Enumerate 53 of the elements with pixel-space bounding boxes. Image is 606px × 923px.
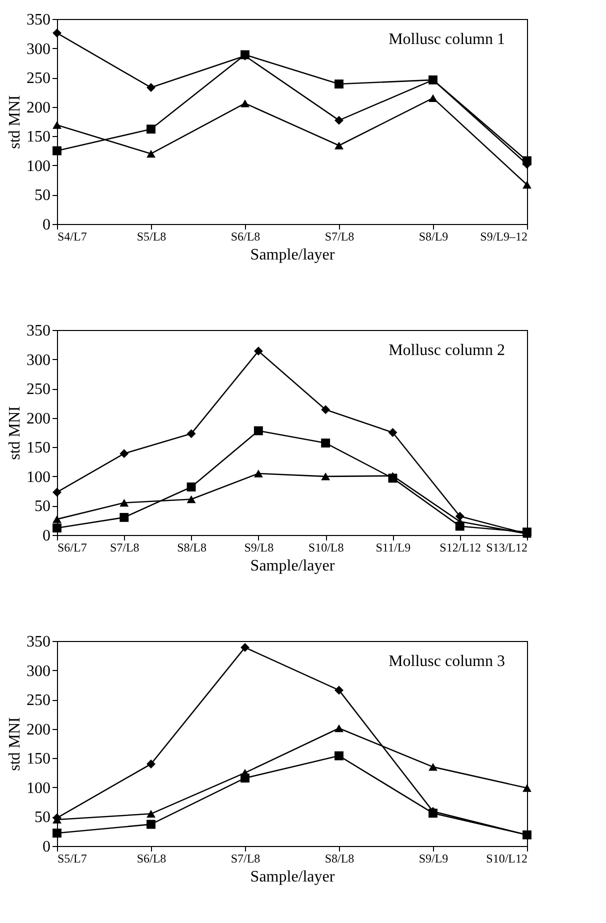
y-tick-label: 300 [26,662,50,680]
y-tick-label: 0 [42,528,50,544]
y-tick-label: 300 [26,40,50,58]
y-tick-label: 350 [26,322,50,340]
x-axis-title: Sample/layer [250,868,336,886]
y-tick-label: 0 [42,838,50,856]
y-tick-label: 150 [26,750,50,768]
x-tick-label: S6/L7 [58,540,87,554]
y-tick-label: 100 [26,158,50,175]
text: Mollusc column 1 [388,31,505,48]
x-tick-label: S7/L8 [324,230,354,244]
text: Mollusc column 3 [388,653,505,670]
y-tick-label: 0 [42,216,50,234]
y-tick-label: 350 [26,12,50,28]
y-tick-label: 200 [26,410,50,428]
x-tick-label: S7/L8 [110,540,140,554]
x-tick-label: S9/L9 [418,852,448,866]
x-tick-label: S4/L7 [58,230,87,244]
y-tick-label: 250 [26,381,50,398]
x-tick-label: S11/L9 [376,540,411,554]
y-axis-title: std MNI [6,95,24,149]
y-tick-label: 300 [26,352,50,369]
x-tick-label: S8/L8 [324,852,354,866]
y-axis-title: std MNI [6,406,24,460]
text: Mollusc column 2 [388,342,505,359]
x-tick-label: S5/L8 [136,230,166,244]
y-tick-label: 200 [26,721,50,738]
y-tick-label: 250 [26,70,50,88]
x-tick-label: S6/L8 [136,852,166,866]
x-tick-label: S5/L7 [58,852,87,866]
x-axis-title: Sample/layer [250,246,336,264]
y-tick-label: 100 [26,780,50,797]
y-axis-title: std MNI [6,717,24,771]
y-tick-label: 150 [26,128,50,146]
x-tick-label: S12/L12 [440,540,482,554]
y-tick-label: 150 [26,440,50,457]
x-tick-label: S9/L9–12 [480,230,528,244]
x-tick-label: S9/L8 [244,540,274,554]
x-tick-label: S7/L8 [230,852,260,866]
y-tick-label: 50 [34,498,50,516]
y-tick-label: 250 [26,692,50,710]
y-tick-label: 100 [26,468,50,486]
y-tick-label: 50 [34,187,50,204]
y-tick-label: 350 [26,634,50,650]
y-tick-label: 50 [34,809,50,826]
y-tick-label: 200 [26,99,50,116]
x-tick-label: S13/L12 [486,540,528,554]
x-axis-title: Sample/layer [250,558,336,574]
x-tick-label: S10/L8 [308,540,344,554]
x-tick-label: S8/L8 [177,540,206,554]
x-tick-label: S6/L8 [230,230,260,244]
x-tick-label: S10/L12 [486,852,528,866]
x-tick-label: S8/L9 [418,230,448,244]
